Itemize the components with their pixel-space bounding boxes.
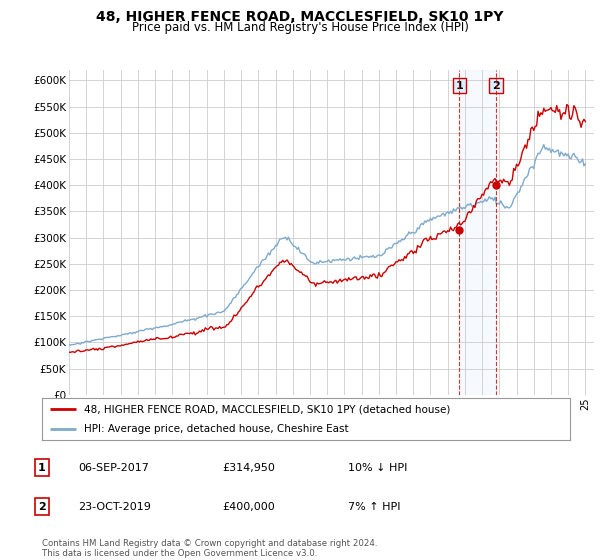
Text: Price paid vs. HM Land Registry's House Price Index (HPI): Price paid vs. HM Land Registry's House …: [131, 21, 469, 34]
Text: Contains HM Land Registry data © Crown copyright and database right 2024.
This d: Contains HM Land Registry data © Crown c…: [42, 539, 377, 558]
Bar: [460, 70, 496, 395]
Text: 1: 1: [38, 463, 46, 473]
Text: £400,000: £400,000: [222, 502, 275, 512]
Text: 10% ↓ HPI: 10% ↓ HPI: [348, 463, 407, 473]
Text: 06-SEP-2017: 06-SEP-2017: [78, 463, 149, 473]
Text: 2: 2: [492, 81, 500, 91]
Text: 7% ↑ HPI: 7% ↑ HPI: [348, 502, 401, 512]
Text: 2: 2: [38, 502, 46, 512]
Text: HPI: Average price, detached house, Cheshire East: HPI: Average price, detached house, Ches…: [84, 424, 349, 434]
Text: 48, HIGHER FENCE ROAD, MACCLESFIELD, SK10 1PY: 48, HIGHER FENCE ROAD, MACCLESFIELD, SK1…: [96, 10, 504, 24]
Text: £314,950: £314,950: [222, 463, 275, 473]
Text: 1: 1: [455, 81, 463, 91]
Text: 23-OCT-2019: 23-OCT-2019: [78, 502, 151, 512]
Text: 48, HIGHER FENCE ROAD, MACCLESFIELD, SK10 1PY (detached house): 48, HIGHER FENCE ROAD, MACCLESFIELD, SK1…: [84, 404, 451, 414]
